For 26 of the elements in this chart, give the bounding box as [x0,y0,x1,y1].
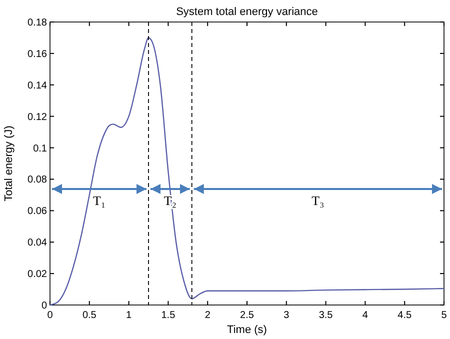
y-axis-title: Total energy (J) [3,126,15,202]
x-tick-label: 0.5 [82,310,97,321]
x-tick-label: 2.5 [240,310,254,321]
y-tick-label: 0.1 [33,143,48,154]
annotation: T₃ [312,192,324,208]
y-tick-label: 0.18 [28,18,48,28]
y-tick-label: 0.04 [28,238,48,249]
line-series [49,37,445,306]
y-tick-label: 0 [41,300,48,312]
y-tick-label: 0.14 [28,80,48,92]
x-tick-label: 2 [204,310,211,321]
x-axis-title: Time (s) [227,324,267,336]
x-tick-label: 5 [441,310,448,321]
x-tick-label: 1 [126,310,132,321]
y-tick-label: 0.16 [28,48,48,60]
x-tick-label: 3.5 [318,310,334,321]
x-tick-label: 1.5 [161,310,176,321]
y-tick-label: 0.02 [28,269,48,280]
y-tick-label: 0.08 [28,174,48,186]
x-tick-label: 3 [284,310,290,321]
x-tick-label: 4 [362,310,368,321]
chart-title: System total energy variance [176,6,318,18]
y-tick-label: 0.12 [28,112,48,123]
annotation: T₁ [93,192,106,208]
x-tick-label: 4.5 [398,310,412,321]
y-tick-label: 0.06 [28,206,48,218]
